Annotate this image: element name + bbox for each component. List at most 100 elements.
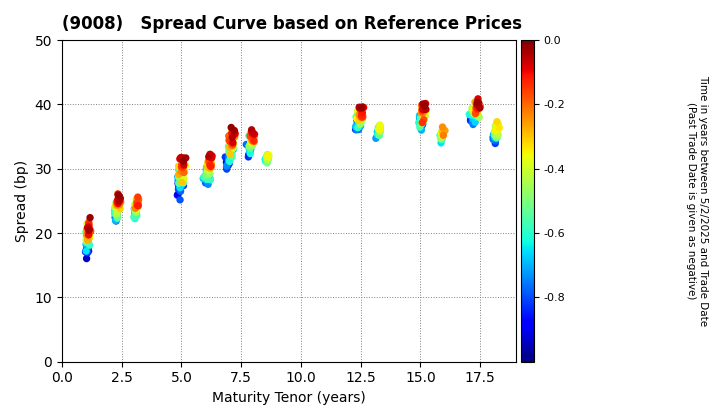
Point [467, 109, 478, 116]
Point [374, 125, 385, 132]
Point [112, 213, 123, 220]
Point [203, 167, 215, 173]
Point [131, 204, 143, 210]
Point [177, 164, 189, 171]
Point [201, 170, 212, 177]
Point [205, 164, 217, 171]
Point [112, 202, 123, 208]
Point [417, 112, 428, 118]
Point [204, 167, 215, 173]
Point [228, 146, 239, 153]
Point [111, 210, 122, 216]
Point [203, 157, 215, 163]
Point [374, 125, 385, 131]
Point [180, 155, 192, 161]
Point [436, 128, 447, 135]
Point [112, 200, 124, 207]
Point [356, 113, 367, 120]
Point [173, 180, 184, 187]
Point [247, 129, 258, 136]
Point [132, 201, 143, 207]
Point [262, 155, 274, 161]
Point [352, 111, 364, 118]
Point [82, 236, 94, 243]
Point [373, 126, 384, 132]
Point [226, 140, 238, 147]
Point [246, 139, 257, 145]
Point [113, 198, 125, 205]
Point [130, 208, 141, 215]
Point [112, 200, 123, 207]
Point [111, 210, 122, 217]
Point [133, 196, 145, 203]
Point [436, 131, 447, 137]
Point [131, 196, 143, 202]
Point [81, 236, 92, 243]
Point [83, 234, 94, 240]
Point [109, 210, 120, 217]
Point [472, 108, 483, 115]
Point [227, 139, 238, 146]
Point [420, 100, 431, 107]
Point [172, 191, 184, 197]
Point [206, 162, 217, 168]
Point [174, 184, 186, 191]
Point [226, 131, 238, 138]
Point [354, 117, 365, 124]
Point [130, 204, 142, 210]
Point [472, 106, 483, 113]
Point [261, 153, 273, 160]
Point [227, 143, 238, 150]
Point [247, 130, 258, 137]
Point [224, 143, 235, 150]
Point [372, 132, 383, 139]
Point [467, 115, 479, 122]
Point [372, 132, 384, 139]
Point [205, 159, 217, 165]
Point [248, 139, 259, 146]
Point [84, 226, 95, 233]
Point [487, 131, 499, 138]
Point [83, 221, 94, 228]
Point [175, 179, 186, 186]
Point [81, 226, 93, 233]
Point [472, 99, 483, 106]
Point [436, 131, 447, 137]
Point [84, 227, 95, 234]
Point [225, 148, 236, 155]
Point [175, 178, 186, 184]
Point [354, 106, 366, 113]
Point [487, 136, 499, 143]
Point [492, 120, 504, 127]
Point [350, 123, 361, 130]
Point [418, 111, 429, 118]
Point [469, 112, 480, 119]
Point [114, 202, 125, 209]
Point [202, 171, 213, 178]
Point [467, 107, 479, 113]
Point [466, 105, 477, 112]
Point [356, 109, 368, 116]
Point [112, 209, 123, 215]
Point [356, 112, 367, 119]
Point [173, 177, 184, 184]
Point [204, 151, 216, 158]
Point [114, 201, 125, 208]
Point [83, 227, 94, 234]
Point [222, 162, 234, 168]
Point [354, 116, 366, 123]
Point [130, 212, 141, 218]
Point [415, 118, 426, 124]
Point [130, 205, 142, 211]
Point [130, 207, 141, 214]
Point [131, 202, 143, 209]
Point [81, 237, 93, 244]
Point [176, 169, 187, 176]
Point [114, 193, 125, 199]
Point [262, 153, 274, 160]
Point [262, 152, 274, 158]
Point [434, 132, 446, 139]
Point [354, 121, 366, 128]
Point [354, 113, 365, 119]
Point [261, 152, 273, 159]
